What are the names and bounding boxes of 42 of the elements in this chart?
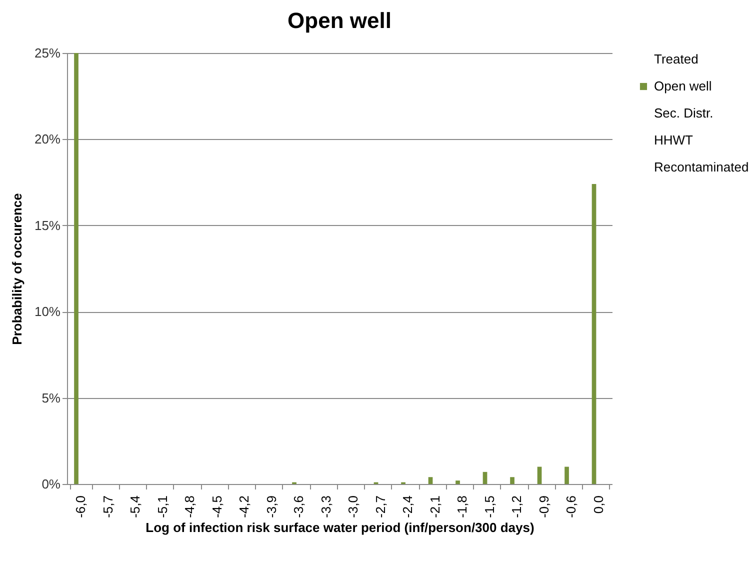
y-tick-label: 20%	[34, 132, 61, 147]
y-tick-label: 15%	[34, 218, 61, 233]
bar	[482, 472, 488, 484]
x-tick-label: -1,8	[454, 496, 470, 518]
x-tick-label: -3,6	[291, 496, 306, 518]
x-tick-label: -1,2	[509, 496, 524, 518]
x-tick-label: -0,9	[536, 496, 552, 518]
y-axis-title: Probability of occurence	[9, 193, 24, 345]
legend-label: Open well	[654, 78, 712, 94]
bar	[510, 477, 514, 484]
text: Treated	[654, 52, 698, 66]
bar	[564, 466, 569, 484]
x-tick-label: 0,0	[590, 496, 606, 514]
text: Sec. Distr.	[654, 106, 714, 120]
x-tick-label: -4,8	[182, 496, 198, 518]
bar	[592, 184, 596, 484]
y-tick-label: 25%	[34, 46, 61, 60]
x-tick-label: -5,7	[100, 496, 116, 518]
y-tick-label: 5%	[42, 390, 61, 406]
x-tick-label: -2,7	[372, 496, 388, 518]
x-tick-label: -3,9	[264, 496, 279, 518]
bar	[428, 477, 433, 484]
bar	[74, 53, 78, 484]
x-axis-title: Log of infection risk surface water period (inf/person/300 days)	[146, 520, 534, 535]
x-tick-label: -4,5	[209, 496, 224, 518]
text: HHWT	[654, 132, 694, 148]
x-tick-label: -5,4	[128, 496, 143, 518]
x-tick-label: -4,2	[236, 496, 252, 518]
bar	[456, 480, 460, 484]
bar	[537, 466, 542, 484]
x-tick-label: -1,5	[482, 496, 497, 518]
x-tick-label: -3,3	[318, 496, 334, 518]
x-tick-label: -0,6	[564, 496, 579, 518]
chart-title: Open well	[288, 8, 392, 33]
x-tick-label: -3,0	[346, 496, 361, 518]
x-tick-label: -2,4	[400, 496, 416, 518]
y-tick-label: 0%	[42, 476, 61, 492]
x-tick-label: -6,0	[73, 496, 88, 518]
text: Recontaminated	[654, 160, 749, 174]
y-tick-label: 10%	[34, 304, 61, 320]
x-tick-label: -5,1	[154, 496, 170, 518]
x-tick-label: -2,1	[427, 496, 442, 518]
